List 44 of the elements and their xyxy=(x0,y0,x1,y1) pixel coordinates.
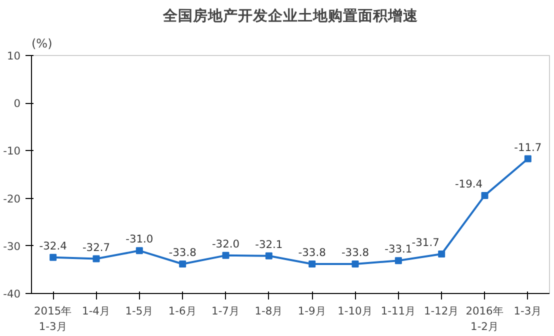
point xyxy=(352,260,359,268)
data-label: -33.8 xyxy=(168,246,197,259)
point xyxy=(179,260,186,268)
x-tick-label: 1-7月 xyxy=(212,304,240,318)
data-label: -33.1 xyxy=(384,242,412,256)
x-tick-label: 2016年 1-2月 xyxy=(466,304,504,334)
x-tick-label: 1-5月 xyxy=(125,304,154,318)
x-tick-label: 1-8月 xyxy=(254,304,284,318)
y-tick-label: -40 xyxy=(3,288,21,300)
data-label: -19.4 xyxy=(454,177,483,190)
point xyxy=(222,252,230,259)
point xyxy=(265,252,272,260)
x-tick-label: 1-10月 xyxy=(338,304,373,318)
x-tick-label: 1-6月 xyxy=(168,304,197,318)
data-label: -11.7 xyxy=(514,140,542,154)
point xyxy=(524,155,532,162)
data-label: -33.8 xyxy=(341,246,370,259)
data-label: -31.0 xyxy=(126,232,154,246)
x-tick-label: 1-12月 xyxy=(424,304,460,318)
point xyxy=(92,255,100,262)
data-label: -32.7 xyxy=(82,240,110,254)
point xyxy=(308,260,316,268)
data-label: -32.4 xyxy=(39,239,68,252)
x-tick-label: 1-3月 xyxy=(514,304,542,318)
data-label: -32.1 xyxy=(255,238,283,251)
point xyxy=(481,192,488,199)
y-tick-label: -20 xyxy=(3,192,21,206)
y-axis-title: (%) xyxy=(32,36,52,50)
y-tick-label: 10 xyxy=(6,50,21,62)
point xyxy=(136,247,143,254)
y-tick-label: -30 xyxy=(3,240,21,253)
x-tick-label: 1-9月 xyxy=(298,304,326,318)
point xyxy=(394,257,402,264)
point xyxy=(50,254,57,261)
point xyxy=(438,250,446,258)
data-label: -32.0 xyxy=(212,237,240,250)
y-tick-label: -10 xyxy=(3,144,21,158)
y-tick-label: 0 xyxy=(14,97,21,110)
data-label: -31.7 xyxy=(412,236,440,249)
chart-title: 全国房地产开发企业土地购置面积增速 xyxy=(162,6,419,24)
data-label: -33.8 xyxy=(298,246,326,259)
x-tick-label: 1-11月 xyxy=(380,304,416,318)
x-tick-label: 2015年 1-3月 xyxy=(34,304,72,334)
x-tick-label: 1-4月 xyxy=(82,304,110,318)
